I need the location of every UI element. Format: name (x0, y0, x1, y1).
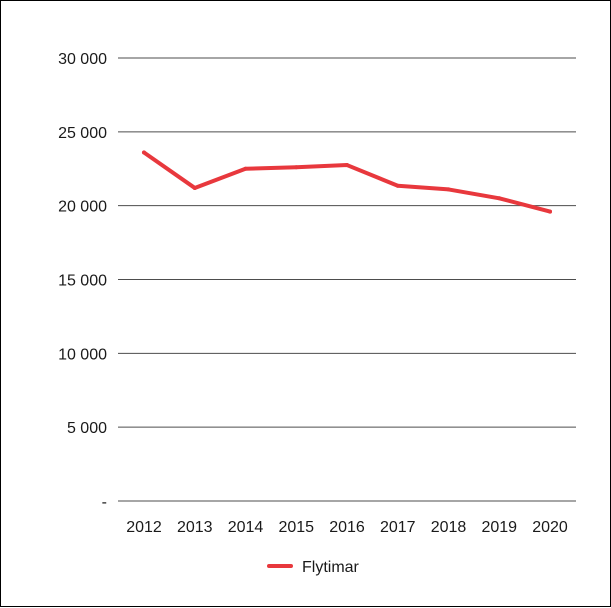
y-tick-label: 5 000 (67, 420, 107, 437)
data-point (548, 209, 552, 214)
data-point (294, 165, 299, 170)
x-tick-label: 2020 (532, 519, 568, 536)
data-point (192, 185, 197, 190)
x-tick-label: 2017 (380, 519, 416, 536)
y-tick-label: 15 000 (58, 273, 107, 290)
legend-label: Flytimar (302, 559, 360, 576)
x-tick-label: 2016 (329, 519, 365, 536)
x-tick-label: 2015 (278, 519, 314, 536)
data-point (395, 183, 400, 188)
y-tick-label: 10 000 (58, 346, 107, 363)
data-point (345, 163, 349, 168)
y-axis-ticks: - 5 000 10 000 15 000 20 000 25 000 30 000 (58, 51, 107, 511)
data-point (446, 187, 451, 192)
y-tick-label: - (102, 494, 107, 511)
x-tick-label: 2014 (228, 519, 264, 536)
x-tick-label: 2019 (481, 519, 517, 536)
y-tick-label: 25 000 (58, 125, 107, 142)
x-tick-label: 2018 (431, 519, 467, 536)
gridlines (118, 57, 576, 502)
y-tick-label: 20 000 (58, 199, 107, 216)
series-lines (142, 150, 552, 214)
series-line-flytimar (142, 150, 552, 214)
x-tick-label: 2013 (177, 519, 213, 536)
y-tick-label: 30 000 (58, 51, 107, 68)
data-point (142, 150, 146, 155)
data-point (243, 166, 248, 171)
x-tick-label: 2012 (126, 519, 162, 536)
x-axis-ticks: 2012 2013 2014 2015 2016 2017 2018 2019 2020 (126, 519, 568, 536)
data-point (497, 196, 502, 201)
legend: Flytimar (267, 559, 360, 576)
